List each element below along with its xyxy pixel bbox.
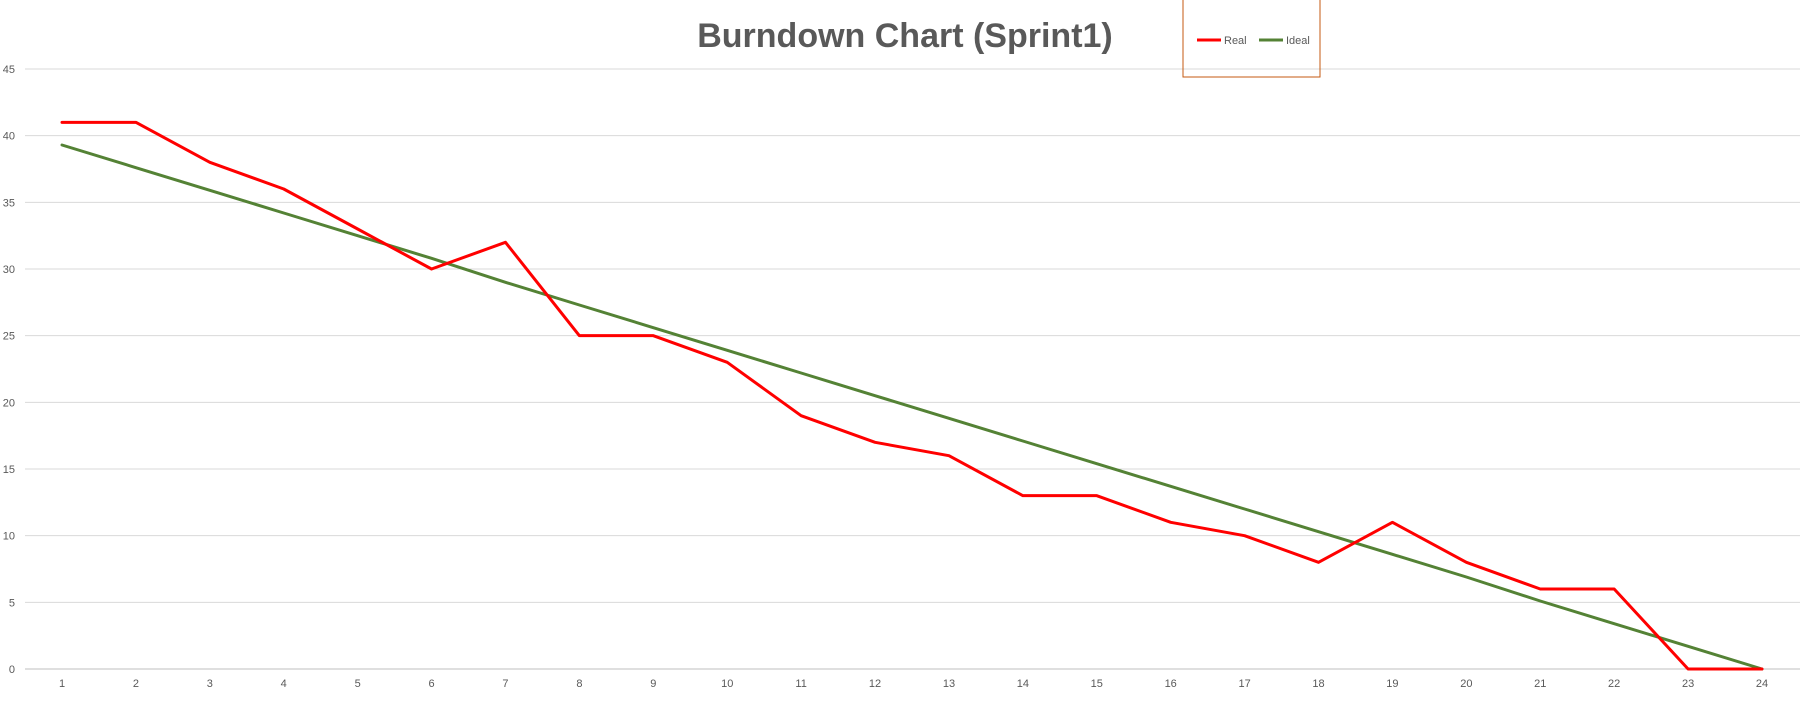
y-tick-label: 0 — [9, 664, 15, 676]
x-tick-label: 12 — [869, 678, 881, 690]
x-tick-label: 8 — [576, 678, 582, 690]
x-tick-label: 1 — [59, 678, 65, 690]
x-tick-label: 10 — [721, 678, 733, 690]
y-axis-ticks: 0 5 10 15 20 25 30 35 40 45 — [3, 64, 15, 676]
x-tick-label: 19 — [1386, 678, 1398, 690]
x-tick-label: 4 — [281, 678, 287, 690]
y-tick-label: 35 — [3, 197, 15, 209]
x-tick-label: 23 — [1682, 678, 1694, 690]
series-lines — [60, 120, 1764, 671]
legend: Real Ideal — [1182, 0, 1321, 78]
series-line-real — [60, 120, 1764, 671]
x-tick-label: 22 — [1608, 678, 1620, 690]
y-tick-label: 5 — [9, 597, 15, 609]
y-tick-label: 40 — [3, 131, 15, 143]
legend-label-real: Real — [1224, 35, 1247, 47]
chart-title: Burndown Chart (Sprint1) — [697, 17, 1113, 55]
legend-box — [1182, 0, 1321, 78]
x-tick-label: 2 — [133, 678, 139, 690]
x-tick-label: 14 — [1017, 678, 1029, 690]
y-tick-label: 15 — [3, 464, 15, 476]
series-line-ideal — [60, 143, 1764, 671]
x-tick-label: 18 — [1312, 678, 1324, 690]
x-tick-label: 11 — [795, 678, 806, 690]
x-tick-label: 9 — [650, 678, 656, 690]
x-tick-label: 13 — [943, 678, 955, 690]
y-tick-label: 25 — [3, 331, 15, 343]
x-tick-label: 17 — [1238, 678, 1250, 690]
legend-label-ideal: Ideal — [1286, 35, 1310, 47]
x-tick-label: 6 — [429, 678, 435, 690]
x-tick-label: 16 — [1165, 678, 1177, 690]
x-tick-label: 20 — [1460, 678, 1472, 690]
y-tick-label: 30 — [3, 264, 15, 276]
x-axis-ticks: 1 2 3 4 5 6 7 8 9 10 11 12 13 14 15 16 17 18 19 20 21 22 23 24 — [59, 678, 1768, 690]
x-tick-label: 3 — [207, 678, 213, 690]
x-tick-label: 24 — [1756, 678, 1768, 690]
y-tick-label: 20 — [3, 397, 15, 409]
x-tick-label: 5 — [355, 678, 361, 690]
y-tick-label: 10 — [3, 531, 15, 543]
x-tick-label: 15 — [1091, 678, 1103, 690]
x-tick-label: 21 — [1534, 678, 1546, 690]
y-tick-label: 45 — [3, 64, 15, 76]
x-tick-label: 7 — [502, 678, 508, 690]
gridlines — [25, 68, 1800, 670]
